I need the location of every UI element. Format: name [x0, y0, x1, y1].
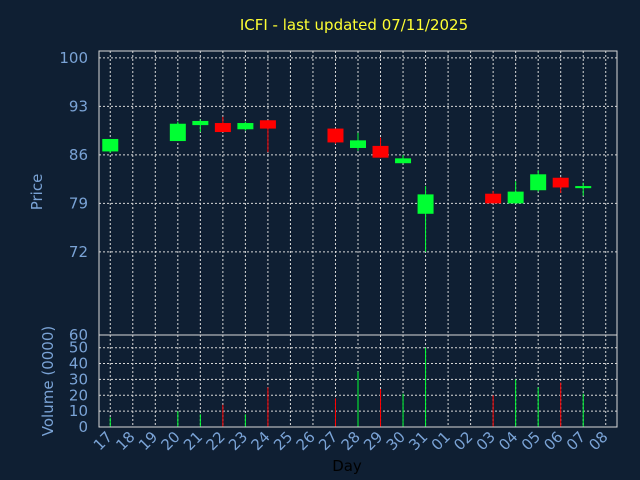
x-axis-title: Day — [332, 457, 362, 475]
candle-body — [575, 186, 592, 189]
candle-body — [214, 123, 231, 133]
volume-frame — [98, 334, 618, 428]
volume-tick-label: 10 — [69, 402, 88, 420]
price-tick-label: 72 — [69, 243, 88, 261]
candle-body — [192, 120, 209, 126]
volume-tick-label: 0 — [78, 418, 88, 436]
candle-body — [372, 145, 389, 158]
volume-tick-label: 50 — [69, 339, 88, 357]
candle-body — [102, 138, 119, 152]
candle-body — [259, 120, 276, 129]
candle-body — [327, 128, 344, 143]
candle-body — [507, 191, 524, 204]
price-tick-label: 93 — [69, 97, 88, 115]
volume-tick-label: 30 — [69, 370, 88, 388]
price-axis-title: Price — [28, 174, 46, 211]
price-tick-label: 100 — [59, 49, 88, 67]
candle-body — [350, 140, 366, 148]
volume-axis-title: Volume (0000) — [39, 326, 57, 436]
candle-body — [395, 158, 412, 164]
candle-body — [417, 194, 434, 214]
volume-tick-label: 40 — [69, 355, 88, 373]
x-axis: 1718192021222324252627282930310102030405… — [90, 428, 612, 454]
candle-body — [552, 177, 569, 188]
candle-body — [237, 123, 254, 130]
price-tick-label: 60 — [69, 326, 88, 344]
price-panel: 100 93 86 79 72 60 — [59, 49, 618, 344]
candle-body — [530, 174, 547, 191]
volume-tick-label: 20 — [69, 386, 88, 404]
chart-title: ICFI - last updated 07/11/2025 — [240, 16, 468, 34]
candle-body — [485, 193, 502, 204]
price-tick-label: 79 — [69, 194, 88, 212]
candle-body — [169, 123, 186, 142]
x-tick-label: 08 — [585, 428, 611, 454]
price-tick-label: 86 — [69, 146, 88, 164]
